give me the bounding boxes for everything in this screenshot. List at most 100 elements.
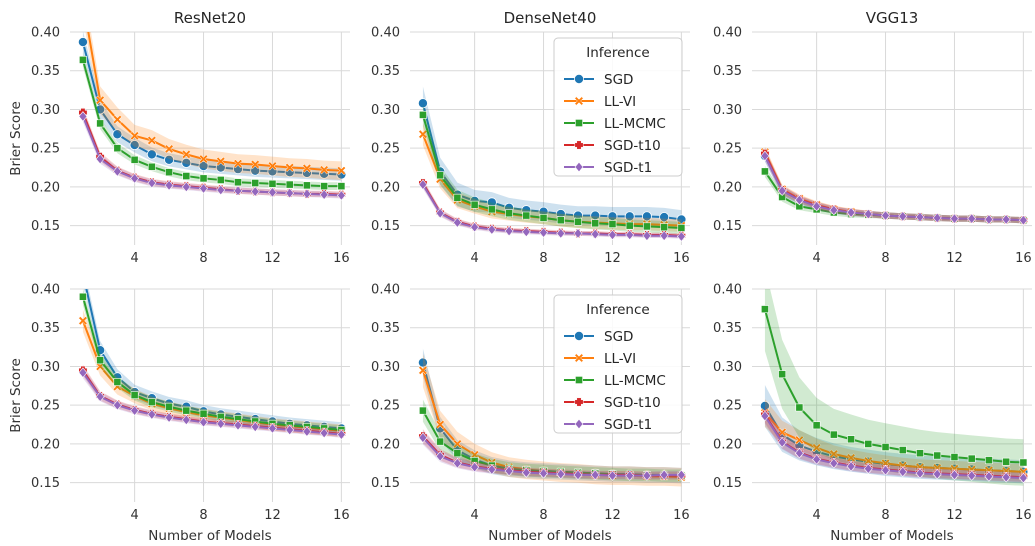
data-point [79, 0, 87, 5]
data-point [625, 221, 634, 230]
y-tick-label: 0.35 [31, 321, 60, 336]
data-point [130, 405, 140, 416]
series-ll-vi [79, 0, 346, 180]
data-point [147, 409, 157, 420]
data-point [435, 451, 445, 462]
confidence-band [422, 123, 682, 232]
series-line [87, 32, 342, 172]
x-tick-label: 4 [812, 251, 820, 266]
legend-marker [574, 140, 584, 150]
panel-title: ResNet20 [174, 9, 246, 27]
data-point [130, 131, 140, 141]
legend-marker [574, 161, 584, 173]
legend-item: SGD-t10 [564, 395, 661, 411]
confidence-band [422, 430, 682, 480]
y-tick-label: 0.15 [371, 476, 400, 491]
data-point [418, 365, 428, 375]
legend-item: LL-MCMC [564, 373, 666, 389]
data-point [829, 449, 839, 459]
x-tick-label: 8 [881, 251, 889, 266]
y-tick-label: 0.15 [713, 219, 742, 234]
series-line [764, 415, 1024, 479]
data-point [967, 470, 977, 481]
y-tick-label: 0.15 [31, 219, 60, 234]
data-point [112, 129, 123, 140]
data-point [539, 213, 548, 222]
y-tick-label: 0.30 [371, 103, 400, 118]
data-point [182, 406, 191, 415]
data-point [452, 217, 462, 228]
data-point [470, 461, 480, 473]
chart-panel-5: 0.15 0.20 0.25 0.30 0.35 0.40 4 8 12 16 Number of … [371, 283, 690, 544]
series-line [85, 289, 342, 430]
data-point [268, 179, 277, 188]
data-point [659, 230, 669, 241]
x-tick-label: 8 [539, 251, 547, 266]
data-point [504, 225, 514, 237]
data-point [643, 222, 651, 231]
data-point [1018, 472, 1028, 484]
data-point [234, 178, 242, 187]
data-point [778, 370, 787, 379]
x-tick-label: 8 [199, 508, 207, 523]
series-ll-mcmc [419, 103, 686, 235]
legend-marker [574, 418, 584, 430]
series-sgd-t1 [78, 110, 346, 201]
data-point [1001, 214, 1011, 225]
confidence-band [422, 86, 682, 229]
data-point [418, 129, 428, 139]
x-tick-label: 16 [1015, 251, 1032, 266]
data-point [984, 214, 994, 225]
data-point [320, 182, 329, 191]
data-point [470, 200, 479, 209]
confidence-band [422, 353, 682, 487]
data-point [435, 419, 445, 430]
data-point [130, 155, 139, 164]
legend-item: SGD-t10 [564, 138, 661, 154]
data-point [216, 184, 226, 196]
data-point [521, 467, 531, 478]
data-point [760, 150, 770, 162]
data-point [470, 450, 480, 460]
data-point [660, 223, 669, 232]
data-point [130, 173, 140, 184]
x-tick-label: 4 [130, 508, 138, 523]
series-line [422, 184, 682, 238]
data-point [812, 421, 821, 430]
series-line [421, 103, 682, 221]
series-sgd-t1 [418, 430, 686, 481]
data-point [78, 111, 88, 122]
data-point [539, 227, 548, 238]
data-point [470, 221, 480, 233]
data-point [967, 213, 977, 224]
y-tick-label: 0.20 [371, 180, 400, 195]
legend-title: Inference [586, 45, 649, 61]
data-point [642, 230, 652, 241]
data-point [419, 406, 427, 415]
y-tick-label: 0.40 [31, 26, 60, 41]
data-point [146, 149, 157, 160]
legend-frame [553, 294, 683, 434]
y-tick-label: 0.40 [713, 26, 742, 41]
data-point [760, 410, 770, 422]
data-point [165, 402, 173, 411]
data-point [233, 420, 243, 431]
data-point [216, 418, 226, 430]
data-point [181, 157, 192, 168]
data-point [590, 469, 600, 481]
data-point [795, 403, 804, 412]
confidence-band [764, 148, 1024, 224]
data-point [96, 356, 105, 365]
data-point [285, 424, 295, 436]
data-point [985, 456, 993, 465]
series-sgd-t1 [78, 367, 346, 440]
series-line [421, 114, 682, 229]
y-tick-label: 0.40 [371, 26, 400, 41]
x-axis-label: Number of Models [830, 528, 953, 544]
y-tick-label: 0.35 [371, 64, 400, 79]
data-point [250, 159, 260, 170]
data-point [777, 185, 787, 197]
legend-label: LL-VI [604, 94, 636, 110]
series-sgd-t1 [418, 179, 686, 242]
data-point [846, 461, 856, 472]
